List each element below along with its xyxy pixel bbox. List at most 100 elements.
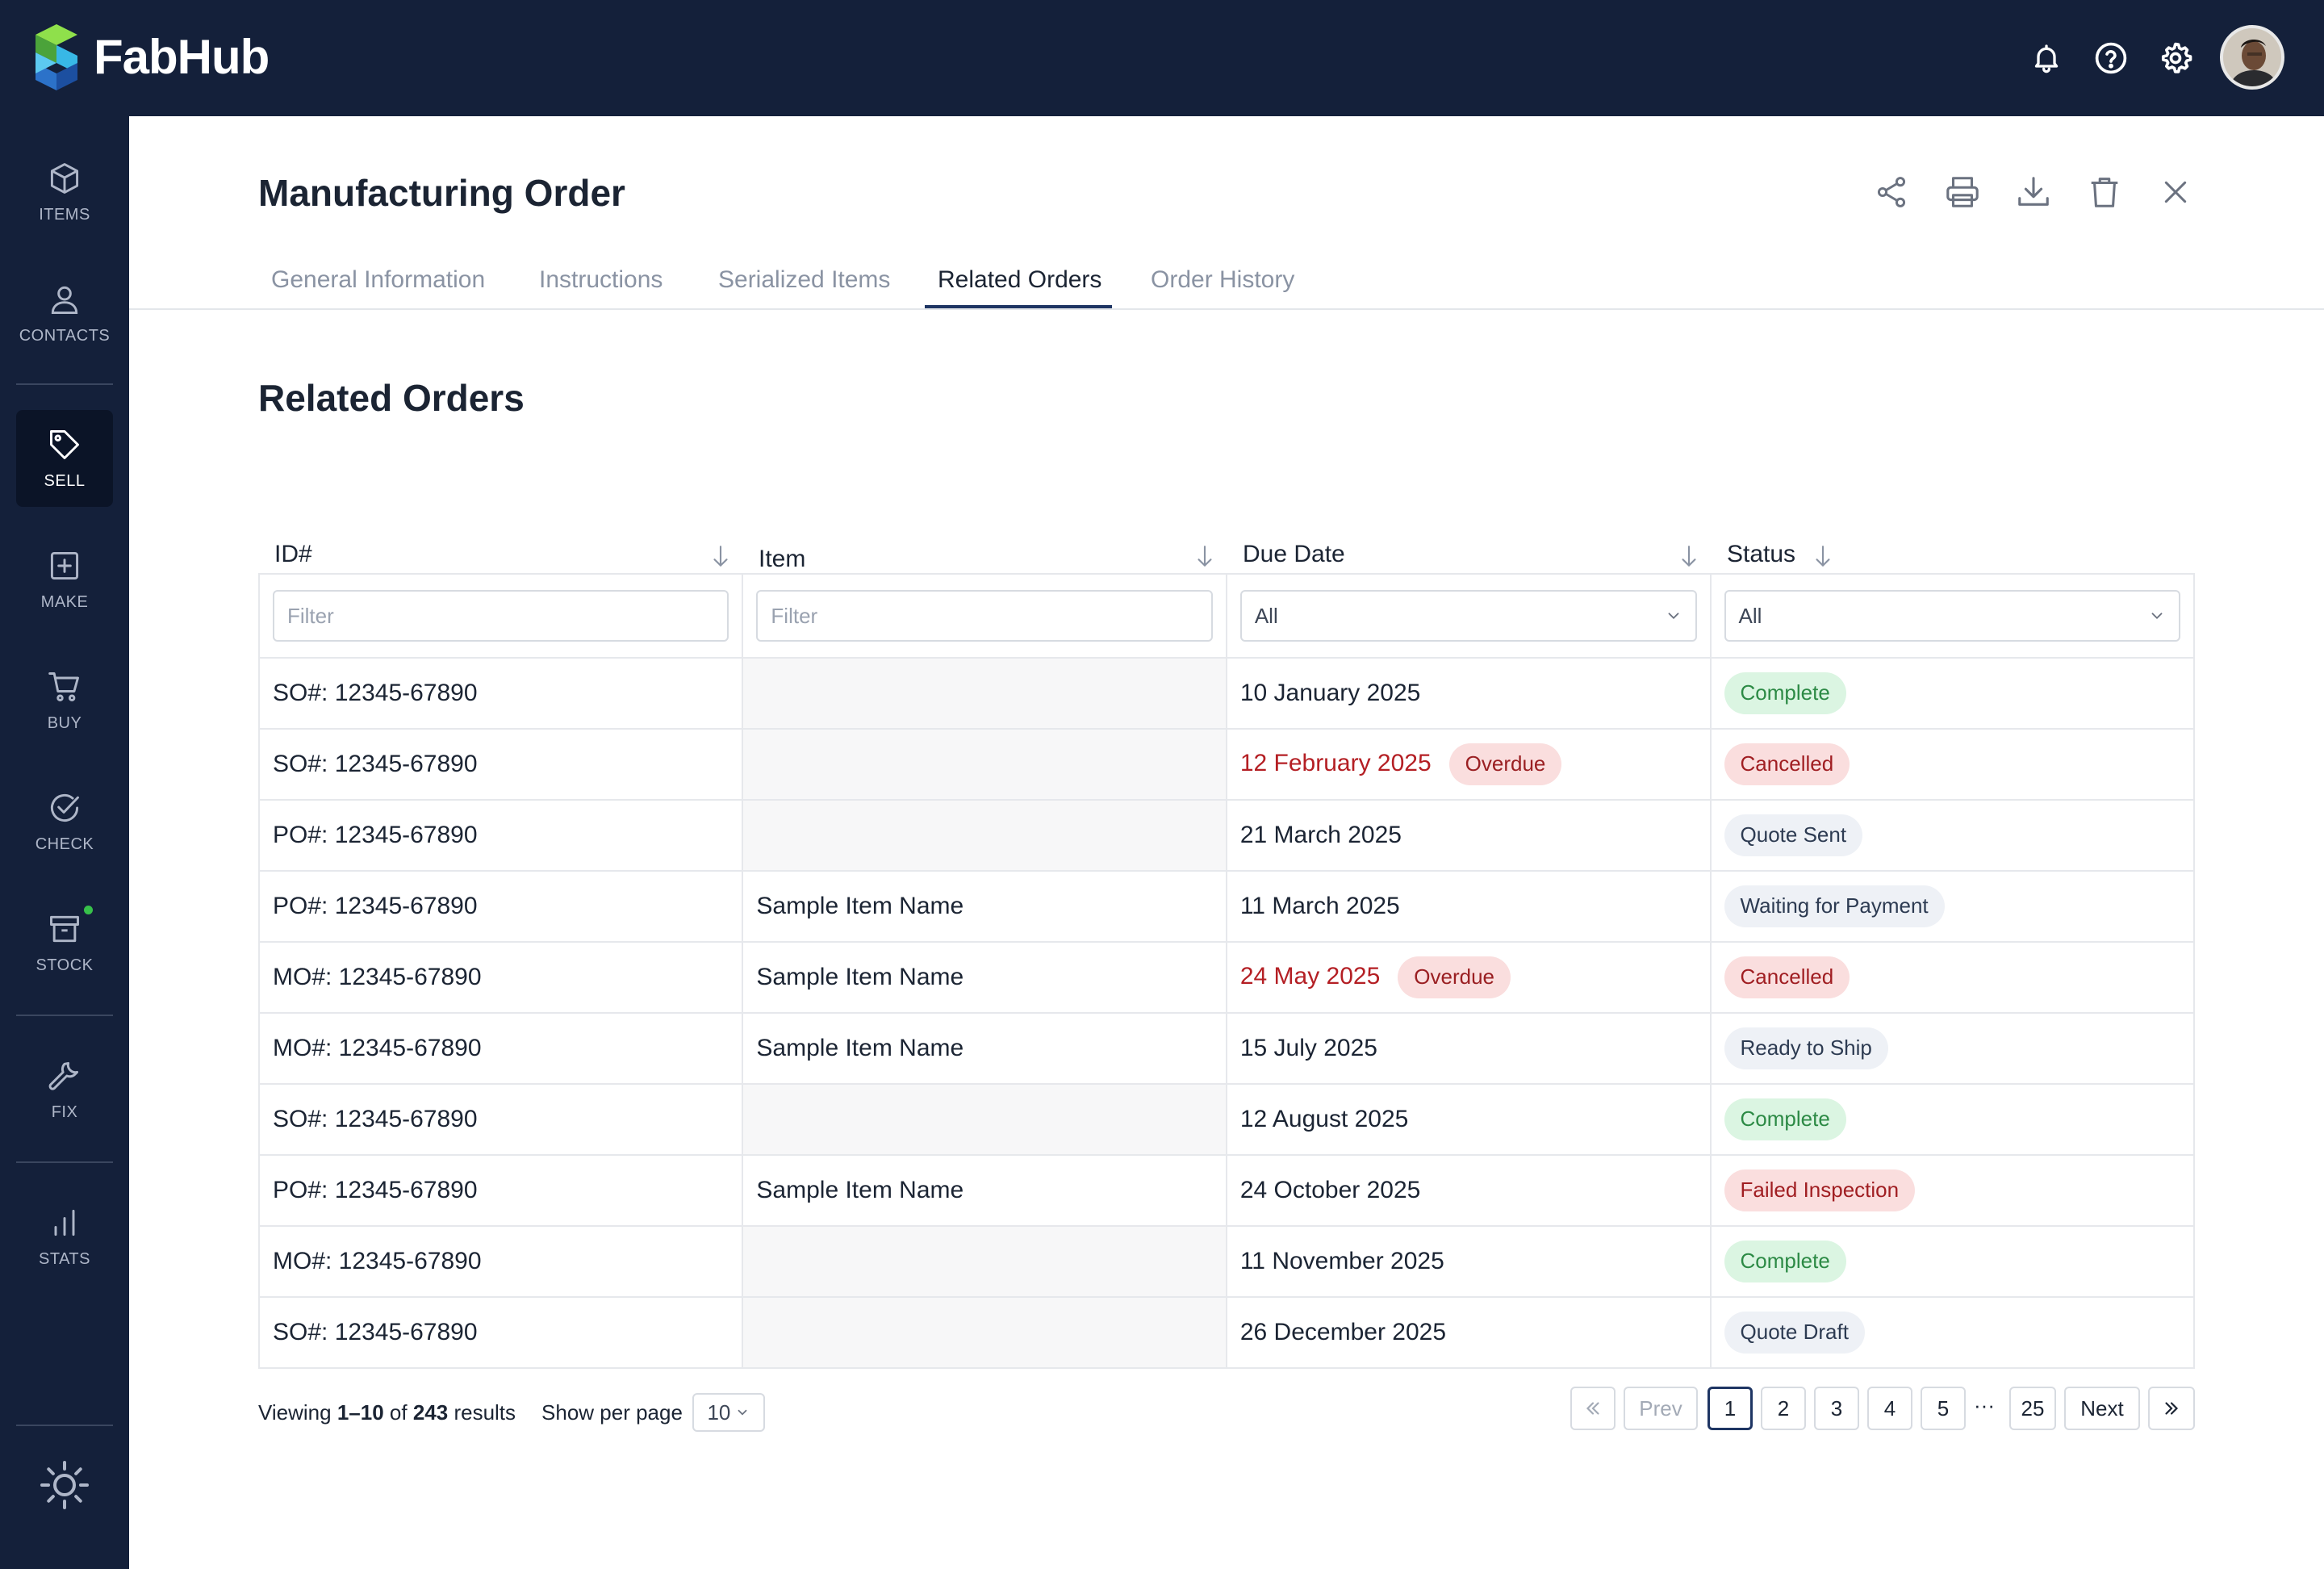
help-circle-icon[interactable] <box>2092 39 2130 77</box>
due-date-cell: 26 December 2025 <box>1225 1296 1712 1369</box>
item-filter-input[interactable]: Filter <box>756 590 1213 642</box>
sort-arrow-icon[interactable] <box>1194 544 1215 570</box>
status-cell: Failed Inspection <box>1709 1154 2196 1227</box>
sort-arrow-icon[interactable] <box>1678 544 1699 570</box>
fabhub-logo-icon[interactable] <box>36 24 77 90</box>
status-cell: Complete <box>1709 1083 2196 1156</box>
sidebar-item-buy[interactable]: BUY <box>16 652 113 749</box>
sidebar-item-label: SELL <box>44 471 86 490</box>
due-date-cell: 12 August 2025 <box>1225 1083 1712 1156</box>
table-row[interactable]: MO#: 12345-67890 11 November 2025 Comple… <box>257 1225 2196 1298</box>
id-cell[interactable]: SO#: 12345-67890 <box>257 728 744 801</box>
due-date: 11 March 2025 <box>1239 893 1400 919</box>
sidebar-item-label: STOCK <box>36 956 94 974</box>
column-header-item[interactable]: Item <box>759 546 806 572</box>
next-page-button[interactable]: Next <box>2064 1387 2140 1430</box>
sidebar-item-stats[interactable]: STATS <box>16 1188 113 1285</box>
filter-row: Filter Filter All All <box>257 573 2196 659</box>
table-row[interactable]: SO#: 12345-67890 26 December 2025 Quote … <box>257 1296 2196 1369</box>
id-filter-input[interactable]: Filter <box>273 590 729 642</box>
prev-page-button[interactable]: Prev <box>1624 1387 1698 1430</box>
table-row[interactable]: PO#: 12345-67890 Sample Item Name 24 Oct… <box>257 1154 2196 1227</box>
status-cell: Ready to Ship <box>1709 1012 2196 1085</box>
sidebar-divider <box>16 1015 113 1016</box>
sidebar-item-fix[interactable]: FIX <box>16 1041 113 1138</box>
sort-arrow-icon[interactable] <box>710 544 731 570</box>
filter-cell: Filter <box>742 573 1227 659</box>
table-row[interactable]: PO#: 12345-67890 Sample Item Name 11 Mar… <box>257 870 2196 943</box>
item-cell <box>742 1296 1227 1369</box>
table-row[interactable]: SO#: 12345-67890 10 January 2025 Complet… <box>257 657 2196 730</box>
table-row[interactable]: SO#: 12345-67890 12 February 2025 Overdue… <box>257 728 2196 801</box>
top-bar: FabHub <box>0 0 2324 116</box>
sidebar-item-check[interactable]: CHECK <box>16 773 113 870</box>
id-cell[interactable]: PO#: 12345-67890 <box>257 799 744 872</box>
user-avatar[interactable] <box>2220 25 2284 90</box>
tab-general-information[interactable]: General Information <box>271 266 486 293</box>
column-header-id[interactable]: ID# <box>274 541 312 567</box>
last-page-button[interactable] <box>2148 1387 2195 1430</box>
page-4-button[interactable]: 4 <box>1867 1387 1912 1430</box>
id-cell[interactable]: PO#: 12345-67890 <box>257 870 744 943</box>
column-header-due-date[interactable]: Due Date <box>1243 541 1345 567</box>
page-2-button[interactable]: 2 <box>1761 1387 1806 1430</box>
share-icon[interactable] <box>1870 171 1912 213</box>
tab-instructions[interactable]: Instructions <box>539 266 663 293</box>
first-page-button[interactable] <box>1570 1387 1616 1430</box>
chevron-down-icon <box>1668 613 1678 620</box>
table-row[interactable]: SO#: 12345-67890 12 August 2025 Complete <box>257 1083 2196 1156</box>
due-date-cell: 12 February 2025 Overdue <box>1225 728 1712 801</box>
tab-order-history[interactable]: Order History <box>1151 266 1295 293</box>
page-5-button[interactable]: 5 <box>1921 1387 1966 1430</box>
status-cell: Complete <box>1709 657 2196 730</box>
table-row[interactable]: PO#: 12345-67890 21 March 2025 Quote Sen… <box>257 799 2196 872</box>
status-badge: Complete <box>1724 1098 1846 1140</box>
table-row[interactable]: MO#: 12345-67890 Sample Item Name 24 May… <box>257 941 2196 1014</box>
id-cell[interactable]: PO#: 12345-67890 <box>257 1154 744 1227</box>
status-badge: Failed Inspection <box>1724 1169 1916 1211</box>
sort-arrow-icon[interactable] <box>1812 544 1833 570</box>
tab-serialized-items[interactable]: Serialized Items <box>718 266 891 293</box>
id-cell[interactable]: MO#: 12345-67890 <box>257 1225 744 1298</box>
sidebar-item-stock[interactable]: STOCK <box>16 894 113 991</box>
bell-icon[interactable] <box>2027 39 2066 77</box>
close-icon[interactable] <box>2155 171 2197 213</box>
id-cell[interactable]: MO#: 12345-67890 <box>257 1012 744 1085</box>
due-date-filter-select[interactable]: All <box>1239 590 1697 642</box>
id-cell[interactable]: SO#: 12345-67890 <box>257 1083 744 1156</box>
id-cell[interactable]: SO#: 12345-67890 <box>257 1296 744 1369</box>
sidebar-item-items[interactable]: ITEMS <box>16 144 113 241</box>
sidebar-item-contacts[interactable]: CONTACTS <box>16 265 113 362</box>
id-cell[interactable]: SO#: 12345-67890 <box>257 657 744 730</box>
page-1-button[interactable]: 1 <box>1707 1387 1753 1430</box>
due-date: 12 February 2025 <box>1239 750 1432 777</box>
sidebar <box>0 116 129 1569</box>
per-page-value: 10 <box>707 1400 731 1425</box>
chevrons-right-icon <box>2165 1402 2179 1415</box>
status-filter-select[interactable]: All <box>1724 590 2180 642</box>
per-page-label: Show per page <box>541 1400 683 1425</box>
due-date: 24 May 2025 <box>1239 963 1381 990</box>
status-badge: Cancelled <box>1724 956 1850 998</box>
page-3-button[interactable]: 3 <box>1814 1387 1859 1430</box>
gear-icon[interactable] <box>2156 39 2195 77</box>
id-cell[interactable]: MO#: 12345-67890 <box>257 941 744 1014</box>
print-icon[interactable] <box>1942 171 1983 213</box>
sidebar-item-label: FIX <box>51 1102 78 1121</box>
due-date-cell: 15 July 2025 <box>1225 1012 1712 1085</box>
per-page-select[interactable]: 10 <box>692 1393 765 1432</box>
column-header-status[interactable]: Status <box>1727 541 1796 567</box>
page-last-button[interactable]: 25 <box>2009 1387 2056 1430</box>
item-cell: Sample Item Name <box>742 870 1227 943</box>
download-icon[interactable] <box>2013 171 2054 213</box>
of-label: of <box>389 1400 408 1425</box>
chevrons-left-icon <box>1586 1402 1599 1415</box>
table-row[interactable]: MO#: 12345-67890 Sample Item Name 15 Jul… <box>257 1012 2196 1085</box>
sidebar-item-make[interactable]: MAKE <box>16 531 113 628</box>
tab-related-orders[interactable]: Related Orders <box>938 266 1102 293</box>
trash-icon[interactable] <box>2084 171 2125 213</box>
sidebar-item-label: CONTACTS <box>19 326 111 345</box>
sidebar-divider <box>16 1425 113 1426</box>
sidebar-item-sell[interactable]: SELL <box>16 410 113 507</box>
theme-toggle[interactable] <box>16 1437 113 1533</box>
